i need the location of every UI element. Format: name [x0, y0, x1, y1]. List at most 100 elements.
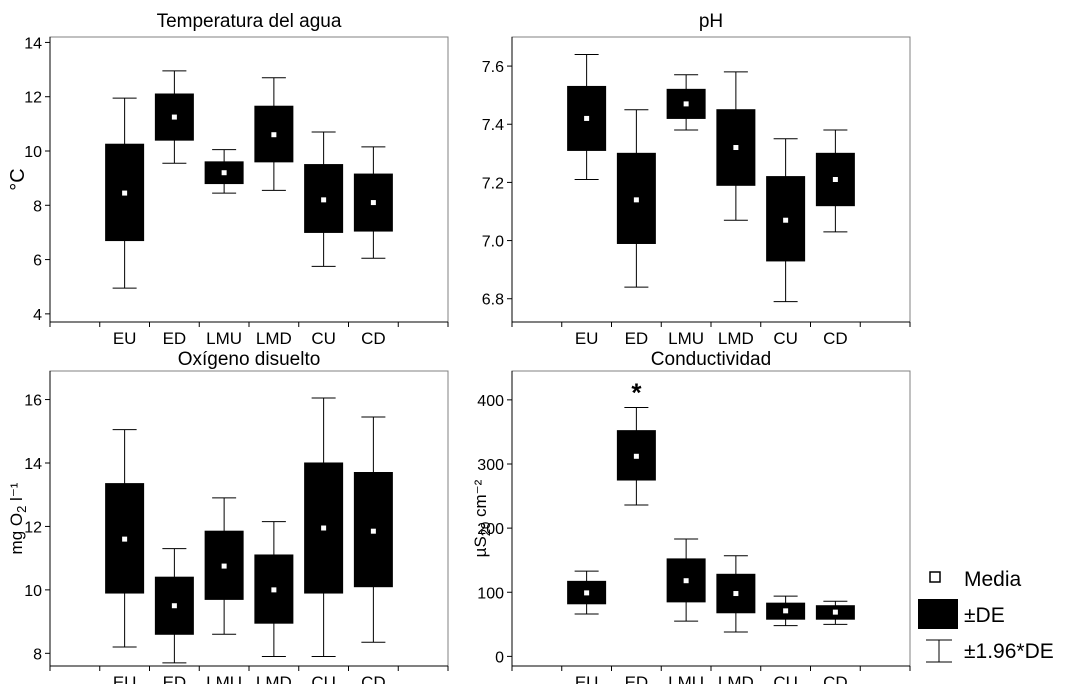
box-ed — [154, 70, 194, 164]
legend-label-de: ±DE — [964, 604, 1005, 627]
y-tick-label: 7.0 — [482, 234, 504, 251]
box-lmd — [716, 71, 756, 221]
x-tick-label: EU — [575, 329, 599, 348]
x-tick-label: CD — [823, 329, 848, 348]
mean-marker — [584, 115, 590, 121]
y-tick-label: 100 — [477, 585, 504, 602]
mean-marker — [221, 170, 227, 176]
box-lmd — [254, 521, 294, 657]
x-tick-label: EU — [113, 329, 137, 348]
mean-marker — [733, 591, 739, 597]
x-tick-label: ED — [163, 673, 187, 684]
mean-marker — [832, 177, 838, 182]
mean-marker — [122, 190, 128, 196]
mean-marker — [783, 608, 789, 614]
sd-box — [254, 554, 294, 624]
x-tick-label: EU — [575, 673, 599, 684]
x-tick-label: CU — [311, 673, 336, 684]
mean-marker — [171, 114, 177, 120]
legend-sd-symbol — [918, 599, 958, 629]
legend: Media ±DE ±1.96*DE — [918, 568, 1054, 663]
y-tick-label: 8 — [33, 198, 42, 215]
sd-box — [616, 430, 656, 481]
y-tick-label: 14 — [24, 35, 42, 52]
box-cu — [766, 138, 806, 303]
y-tick-label: 6 — [33, 253, 42, 270]
plot-frame — [511, 370, 911, 667]
chart-title: Temperatura del agua — [157, 11, 342, 32]
mean-marker — [271, 132, 277, 138]
legend-mean-symbol — [929, 571, 941, 583]
mean-marker — [221, 563, 227, 569]
box-cd — [815, 129, 855, 233]
box-eu — [105, 97, 145, 289]
box-ed — [616, 407, 656, 506]
y-tick-label: 7.2 — [482, 175, 504, 192]
mean-marker — [370, 528, 376, 534]
mean-marker — [832, 609, 838, 615]
box-eu — [567, 53, 607, 180]
y-tick-label: 4 — [33, 307, 42, 324]
x-tick-label: LMD — [718, 673, 754, 684]
y-axis-label: °C — [7, 168, 29, 190]
y-tick-label: 7.4 — [482, 117, 504, 134]
box-ed — [154, 548, 194, 664]
y-tick-label: 300 — [477, 457, 504, 474]
x-tick-label: LMD — [256, 673, 292, 684]
x-tick-label: EU — [113, 673, 137, 684]
mean-marker — [733, 145, 739, 151]
box-eu — [105, 429, 145, 648]
box-cu — [304, 397, 344, 657]
x-tick-label: ED — [163, 329, 187, 348]
x-tick-label: CD — [823, 673, 848, 684]
x-tick-label: CU — [773, 673, 798, 684]
x-tick-label: ED — [625, 673, 649, 684]
x-tick-label: ED — [625, 329, 649, 348]
box-cd — [353, 416, 393, 643]
panel-3: Oxígeno disuelto 8 10 12 14 16 mg O2 l⁻¹ EU ED LM… — [7, 349, 449, 684]
x-tick-label: LMU — [668, 329, 704, 348]
box-lmd — [716, 555, 756, 633]
mean-marker — [633, 453, 639, 459]
mean-marker — [321, 197, 327, 203]
x-tick-label: LMU — [206, 329, 242, 348]
box-eu — [567, 570, 607, 615]
mean-marker — [370, 200, 376, 206]
y-tick-label: 6.8 — [482, 292, 504, 309]
panel-2: pH 6.8 7.0 7.2 7.4 7.6 EU ED LMU LMD CU CD — [482, 11, 911, 348]
y-tick-label: 200 — [477, 521, 504, 538]
x-tick-label: LMD — [718, 329, 754, 348]
y-tick-label: 10 — [24, 583, 42, 600]
box-cd — [815, 600, 855, 625]
y-tick-label: 12 — [24, 90, 42, 107]
legend-label-ci: ±1.96*DE — [964, 640, 1054, 663]
box-lmu — [666, 538, 706, 622]
mean-marker — [783, 217, 789, 223]
y-tick-label: 0 — [495, 649, 504, 666]
y-tick-label: 14 — [24, 456, 42, 473]
mean-marker — [171, 603, 177, 609]
y-tick-label: 12 — [24, 519, 42, 536]
x-tick-label: CD — [361, 329, 386, 348]
y-axis-label: mg O2 l⁻¹ — [7, 482, 29, 554]
mean-marker — [321, 525, 327, 531]
y-axis-label: µS20 cm⁻² — [471, 479, 493, 557]
x-tick-label: CU — [311, 329, 336, 348]
box-lmu — [666, 74, 706, 131]
box-lmu — [204, 497, 244, 635]
mean-marker — [683, 578, 689, 584]
mean-marker — [271, 587, 277, 593]
y-tick-label: 10 — [24, 144, 42, 161]
y-tick-label: 8 — [33, 646, 42, 663]
box-ed — [616, 109, 656, 288]
chart-title: Conductividad — [651, 349, 771, 370]
legend-label-media: Media — [964, 568, 1022, 591]
box-cu — [304, 131, 344, 267]
y-tick-label: 16 — [24, 393, 42, 410]
x-tick-label: CD — [361, 673, 386, 684]
mean-marker — [584, 590, 590, 596]
chart-title: pH — [699, 11, 723, 32]
panel-1: Temperatura del agua 4 6 8 10 12 14 °C EU ED LMU LM… — [7, 11, 449, 348]
box-cd — [353, 146, 393, 259]
